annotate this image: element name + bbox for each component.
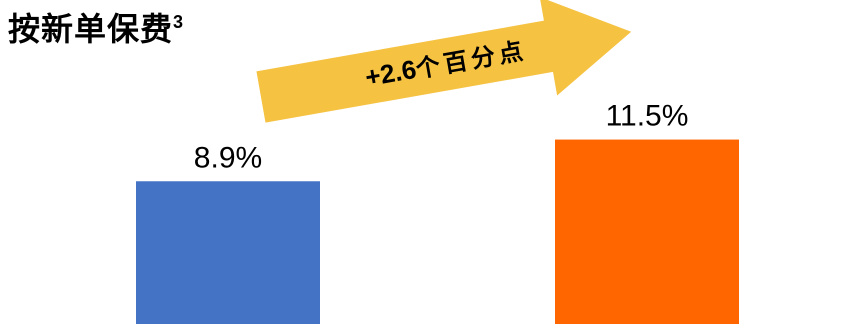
chart-title-superscript: 3 (173, 12, 185, 32)
bar-2 (555, 139, 739, 324)
bar-value-label-2: 11.5% (606, 100, 689, 133)
bar-1 (136, 181, 320, 324)
increase-arrow-annotation: +2.6个百分点 (251, 0, 645, 152)
chart-title: 按新单保费3 (8, 4, 184, 50)
chart-title-text: 按新单保费 (8, 10, 174, 48)
arrow-polygon (256, 0, 632, 123)
bar-value-label-1: 8.9% (194, 141, 262, 174)
arrow-shape (256, 0, 632, 123)
